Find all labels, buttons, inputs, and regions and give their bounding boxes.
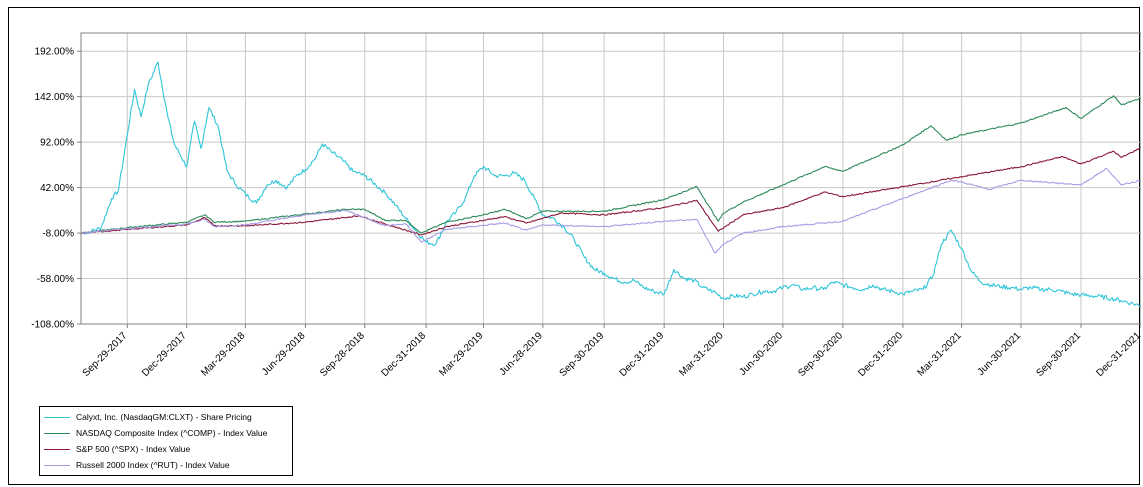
- legend-label: Calyxt, Inc. (NasdaqGM:CLXT) - Share Pri…: [76, 412, 252, 422]
- legend-swatch: [44, 448, 70, 450]
- legend-swatch: [44, 464, 70, 466]
- legend-item: S&P 500 (^SPX) - Index Value: [44, 441, 288, 457]
- legend-item: Russell 2000 Index (^RUT) - Index Value: [44, 457, 288, 473]
- plot-area: [80, 32, 1141, 325]
- x-tick-label: Mar-31-2020: [677, 330, 726, 379]
- y-tick-label: 42.00%: [40, 183, 74, 194]
- legend-swatch: [44, 432, 70, 434]
- y-tick-label: 142.00%: [35, 92, 75, 103]
- legend-label: Russell 2000 Index (^RUT) - Index Value: [76, 460, 230, 470]
- legend-item: Calyxt, Inc. (NasdaqGM:CLXT) - Share Pri…: [44, 409, 288, 425]
- x-tick-label: Mar-29-2018: [199, 330, 248, 379]
- legend-item: NASDAQ Composite Index (^COMP) - Index V…: [44, 425, 288, 441]
- x-tick-label: Jun-30-2020: [738, 330, 786, 378]
- x-tick-label: Sep-30-2019: [558, 330, 607, 379]
- series-line: [80, 95, 1141, 234]
- x-tick-label: Sep-28-2018: [318, 330, 367, 379]
- x-tick-label: Dec-31-2019: [618, 330, 667, 379]
- y-tick-label: -108.00%: [31, 320, 74, 331]
- y-axis: 192.00% 142.00% 92.00% 42.00% -8.00% -58.00% -…: [31, 47, 74, 331]
- x-tick-label: Dec-31-2018: [380, 330, 429, 379]
- y-tick-label: 192.00%: [35, 47, 75, 58]
- series-line: [80, 167, 1141, 254]
- x-tick-label: Sep-29-2017: [81, 330, 130, 379]
- x-tick-label: Dec-31-2020: [856, 330, 905, 379]
- x-tick-label: Mar-31-2021: [915, 330, 964, 379]
- x-tick-label: Sep-30-2021: [1034, 330, 1083, 379]
- x-tick-label: Dec-29-2017: [140, 330, 189, 379]
- y-tick-label: -8.00%: [42, 229, 74, 240]
- line-chart: 192.00% 142.00% 92.00% 42.00% -8.00% -58.00% -…: [31, 32, 1141, 379]
- series-line: [80, 147, 1141, 236]
- x-tick-label: Dec-31-2021: [1094, 330, 1141, 379]
- series-line: [80, 61, 1141, 308]
- legend-label: S&P 500 (^SPX) - Index Value: [76, 444, 191, 454]
- x-tick-label: Sep-30-2020: [796, 330, 845, 379]
- x-tick-label: Jun-28-2019: [497, 330, 545, 378]
- y-tick-label: -58.00%: [37, 274, 74, 285]
- chart-frame: 192.00% 142.00% 92.00% 42.00% -8.00% -58.00% -…: [8, 7, 1141, 485]
- x-tick-label: Mar-29-2019: [437, 330, 486, 379]
- legend-label: NASDAQ Composite Index (^COMP) - Index V…: [76, 428, 268, 438]
- x-tick-label: Jun-29-2018: [260, 330, 308, 378]
- grid: [77, 33, 1141, 328]
- legend-swatch: [44, 416, 70, 418]
- series-lines: [80, 61, 1141, 308]
- x-axis: Sep-29-2017 Dec-29-2017 Mar-29-2018 Jun-29-…: [81, 330, 1141, 379]
- y-tick-label: 92.00%: [40, 138, 74, 149]
- x-tick-label: Jun-30-2021: [976, 330, 1024, 378]
- legend: Calyxt, Inc. (NasdaqGM:CLXT) - Share Pri…: [39, 406, 293, 476]
